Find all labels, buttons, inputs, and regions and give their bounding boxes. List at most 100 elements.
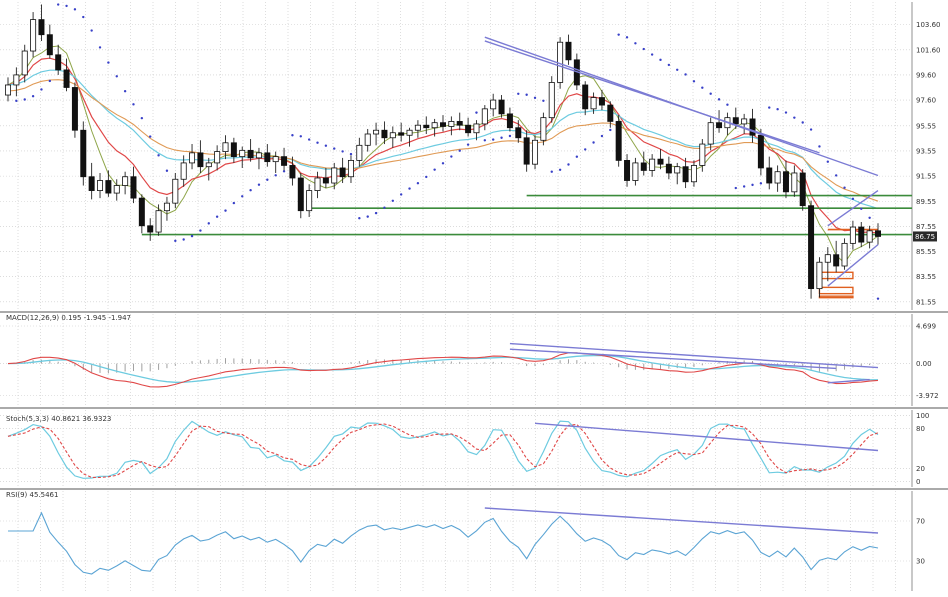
candle — [80, 121, 87, 186]
candle — [38, 4, 45, 41]
sar-dot — [123, 90, 127, 93]
sar-dot — [140, 116, 144, 120]
candle — [481, 105, 488, 131]
candle-body-down — [297, 177, 304, 212]
candle-body-down — [339, 167, 346, 178]
current-price-badge-bg — [913, 231, 937, 242]
candle-body-down — [498, 99, 505, 115]
candle-body-down — [615, 121, 622, 161]
candle-body-down — [80, 129, 87, 178]
candle-body-up — [674, 166, 681, 174]
candle — [690, 160, 697, 187]
candle — [122, 171, 129, 195]
candle — [699, 139, 706, 172]
candle-body-down — [465, 124, 472, 134]
candle — [214, 145, 221, 171]
candle-body-up — [448, 121, 455, 127]
candle-body-up — [414, 124, 421, 131]
sar-dot — [174, 239, 177, 243]
candle — [331, 162, 338, 190]
sar-dot — [399, 193, 403, 196]
price-grid — [0, 2, 912, 310]
axis-tick-label: 83.55 — [916, 273, 936, 281]
candle — [97, 172, 104, 199]
candle — [498, 95, 505, 118]
candle-body-up — [314, 177, 321, 191]
candle — [205, 157, 212, 181]
candle-body-up — [331, 167, 338, 184]
candle — [858, 222, 865, 248]
axis-tick-label: 81.55 — [916, 298, 936, 306]
sar-dot — [324, 144, 328, 147]
axis-tick-label: -3.972 — [916, 392, 939, 400]
candle — [272, 151, 279, 173]
macd-main-line — [7, 352, 879, 388]
candle — [264, 144, 271, 167]
candle — [314, 171, 321, 199]
current-price-badge: 86.75 — [913, 231, 937, 242]
candle-body-up — [122, 176, 129, 186]
candle — [665, 156, 672, 180]
candle — [473, 120, 480, 141]
candle-body-up — [97, 180, 104, 191]
candle — [607, 101, 614, 128]
candle — [657, 149, 664, 170]
candle — [239, 146, 246, 168]
candle — [766, 156, 773, 190]
candle — [640, 151, 647, 176]
sar-dot — [600, 134, 604, 138]
candle — [398, 122, 405, 142]
candle-body-down — [665, 163, 672, 174]
sar-dot — [776, 108, 779, 111]
candle-body-down — [833, 254, 840, 267]
candle — [716, 110, 723, 133]
candle — [682, 157, 689, 189]
candle — [440, 115, 446, 132]
candle — [30, 12, 37, 58]
axis-tick-label: 89.55 — [916, 198, 936, 206]
candle — [163, 196, 170, 221]
candle-body-down — [63, 69, 70, 88]
candle — [55, 44, 62, 75]
candle — [281, 147, 288, 171]
sar-dot — [282, 170, 286, 173]
sar-dot — [241, 195, 244, 198]
price-trendline — [827, 244, 879, 287]
sar-dot — [215, 215, 219, 218]
candle — [590, 92, 597, 114]
candle-body-up — [841, 242, 848, 267]
candle — [88, 162, 95, 200]
candle-body-down — [55, 54, 62, 71]
stoch-axis: 100 80 20 0 — [911, 410, 929, 487]
sar-dot — [550, 170, 553, 173]
candle-body-up — [373, 129, 380, 135]
macd-title: MACD(12,26,9) 0.195 -1.945 -1.947 — [6, 314, 131, 322]
candle — [71, 82, 78, 138]
sar-dot — [851, 197, 855, 201]
candle-body-down — [381, 129, 388, 139]
candle-body-up — [113, 185, 120, 194]
candle-body-up — [205, 162, 212, 168]
sar-dot — [23, 98, 26, 101]
candle-body-up — [866, 230, 873, 243]
macd-trendline — [827, 378, 870, 384]
candle-body-up — [532, 139, 539, 165]
sar-dot — [517, 92, 520, 95]
candle-body-up — [239, 149, 246, 158]
sar-dot — [843, 186, 846, 189]
stoch-pane: 100 80 20 0 Stoch(5,3,3) 40.8621 36.9323 — [0, 410, 929, 487]
sar-dot — [709, 92, 712, 95]
candle — [841, 238, 848, 270]
candle — [230, 137, 237, 163]
sar-dot — [366, 215, 369, 218]
candle-body-up — [707, 122, 714, 145]
candle-body-down — [423, 124, 430, 129]
sar-dot — [575, 155, 579, 158]
sar-dot — [232, 201, 236, 205]
rsi-axis: 70 30 — [911, 491, 925, 591]
candle-body-down — [398, 132, 405, 136]
sar-dot — [98, 46, 102, 49]
candle — [289, 156, 296, 186]
parabolic-sar — [15, 3, 880, 300]
candle — [674, 162, 681, 185]
